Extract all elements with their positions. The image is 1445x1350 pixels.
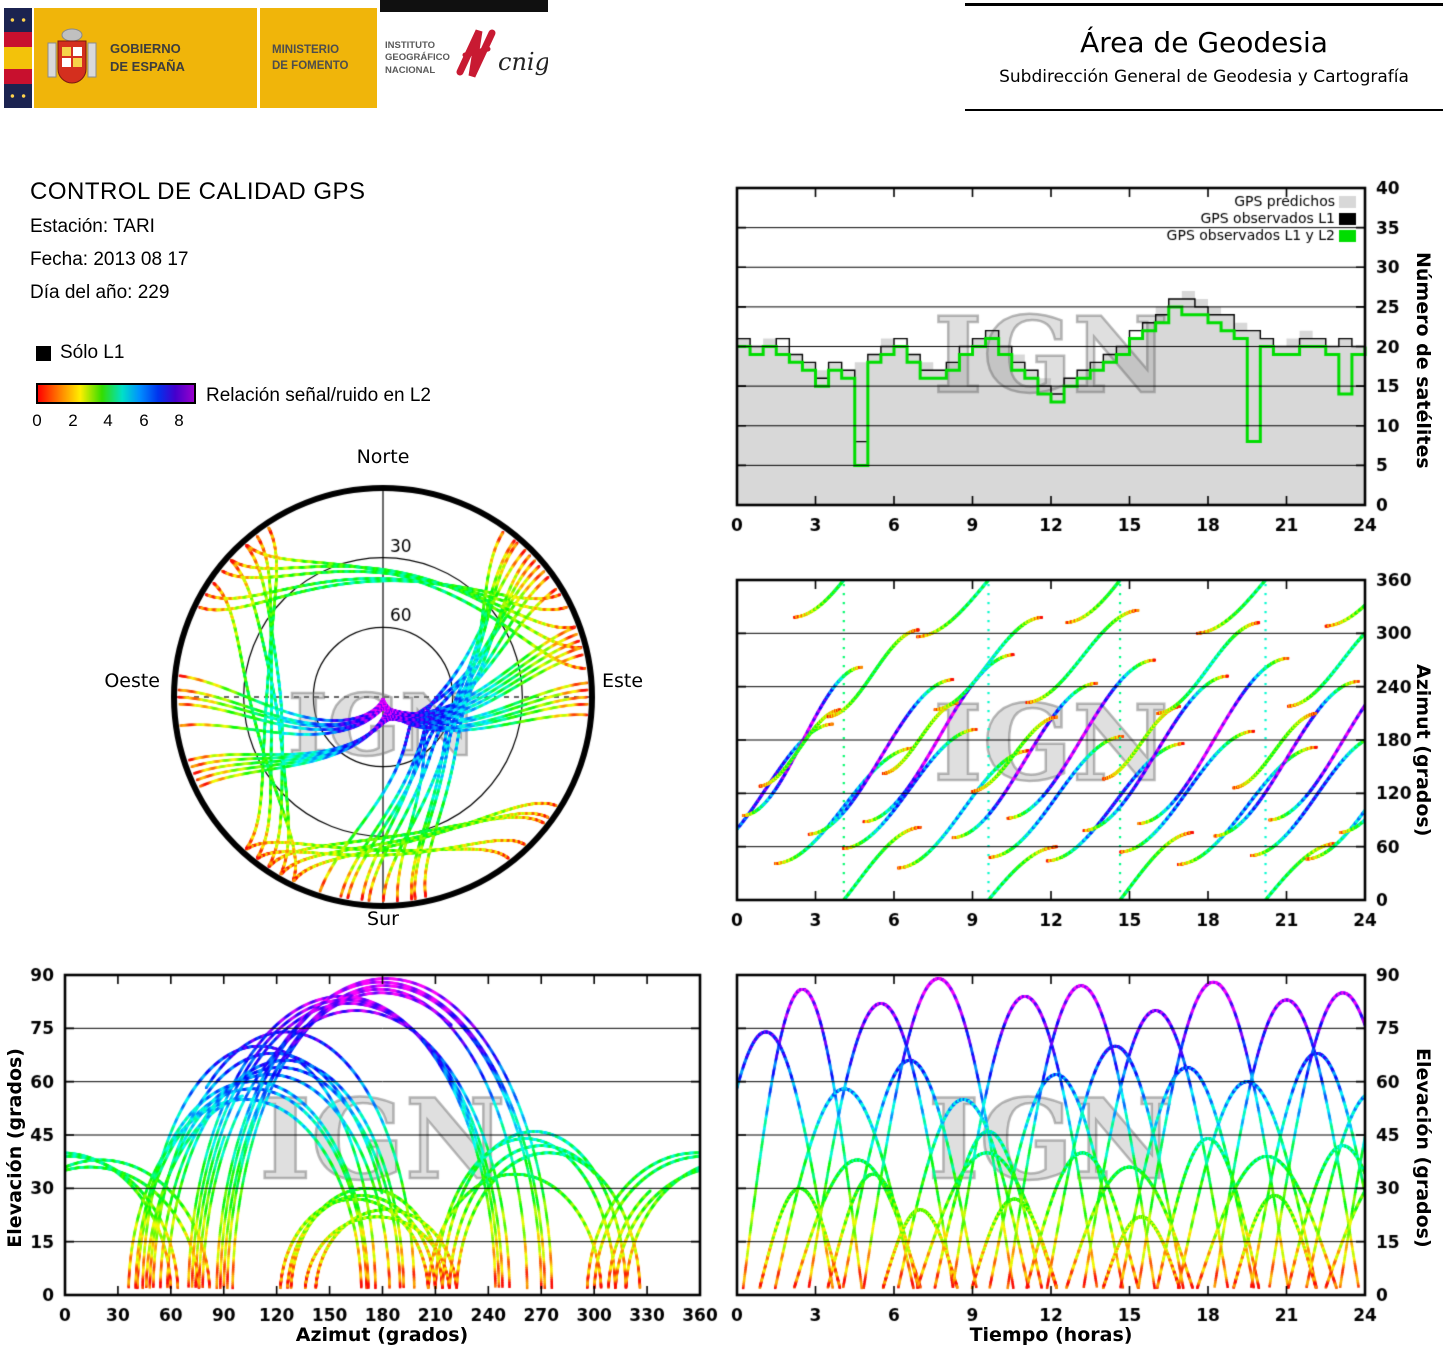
skyplot-north-label: Norte [356,446,410,468]
flag-band [4,32,32,47]
snr-tick-4: 4 [103,411,113,430]
flag-band [4,8,32,32]
skyplot-east-label: Este [602,670,644,692]
elt-y-axis-title: Elevación (grados) [1412,1048,1434,1248]
elevation-azimuth-chart [28,948,742,1344]
snr-tick-0: 0 [32,411,42,430]
date-line: Fecha: 2013 08 17 [30,249,189,270]
ministerio-line1: MINISTERIO [272,43,340,56]
ign-line3: NACIONAL [385,64,436,76]
gobierno-label: GOBIERNO DE ESPAÑA [110,40,185,75]
ign-logo-text: INSTITUTO GEOGRÁFICO NACIONAL [385,40,450,77]
gobierno-line2: DE ESPAÑA [110,59,185,74]
area-title: Área de Geodesia [1080,26,1328,59]
spain-flag-strip [4,8,32,108]
gobierno-line1: GOBIERNO [110,41,181,57]
azimuth-y-axis-title: Azimut (grados) [1412,664,1434,837]
gobierno-logo-box: GOBIERNO DE ESPAÑA [34,8,257,108]
snr-colorbar-label: Relación señal/ruido en L2 [206,385,431,406]
satellite-count-chart [710,180,1440,548]
ministerio-logo-box: MINISTERIO DE FOMENTO [260,8,377,108]
elt-x-axis-title: Tiempo (horas) [969,1324,1133,1346]
station-line: Estación: TARI [30,216,155,237]
skyplot-canvas [118,432,648,962]
flag-band [4,69,32,84]
snr-tick-6: 6 [139,411,149,430]
snr-tick-8: 8 [174,411,184,430]
ministerio-line2: DE FOMENTO [272,60,349,72]
elaz-x-axis-title: Azimut (grados) [295,1324,469,1346]
spain-coat-of-arms-icon [47,28,97,84]
page-title: CONTROL DE CALIDAD GPS [30,178,366,205]
ign-line2: GEOGRÁFICO [385,52,450,64]
solo-l1-swatch [36,345,51,361]
skyplot-south-label: Sur [367,908,399,930]
snr-colorbar [36,383,196,404]
solo-l1-legend: Sólo L1 [36,342,124,364]
area-geodesia-header: Área de Geodesia Subdirección General de… [965,3,1443,111]
ign-line1: INSTITUTO [385,40,435,51]
cnig-scribble-icon: cnig [456,29,550,78]
flag-band [4,47,32,69]
cnig-script-text: cnig [498,48,548,76]
snr-tick-2: 2 [68,411,78,430]
elevation-time-chart [710,948,1444,1344]
area-subtitle: Subdirección General de Geodesia y Carto… [999,67,1409,87]
skyplot-west-label: Oeste [104,670,160,692]
count-y-axis-title: Número de satélites [1412,252,1434,469]
elaz-y-axis-title: Elevación (grados) [4,1048,26,1248]
solo-l1-label: Sólo L1 [60,342,125,363]
flag-band [4,84,32,108]
azimuth-time-chart [710,568,1440,940]
doy-line: Día del año: 229 [30,282,170,303]
ign-black-bar [380,0,548,12]
cnig-logo: cnig [452,24,550,95]
